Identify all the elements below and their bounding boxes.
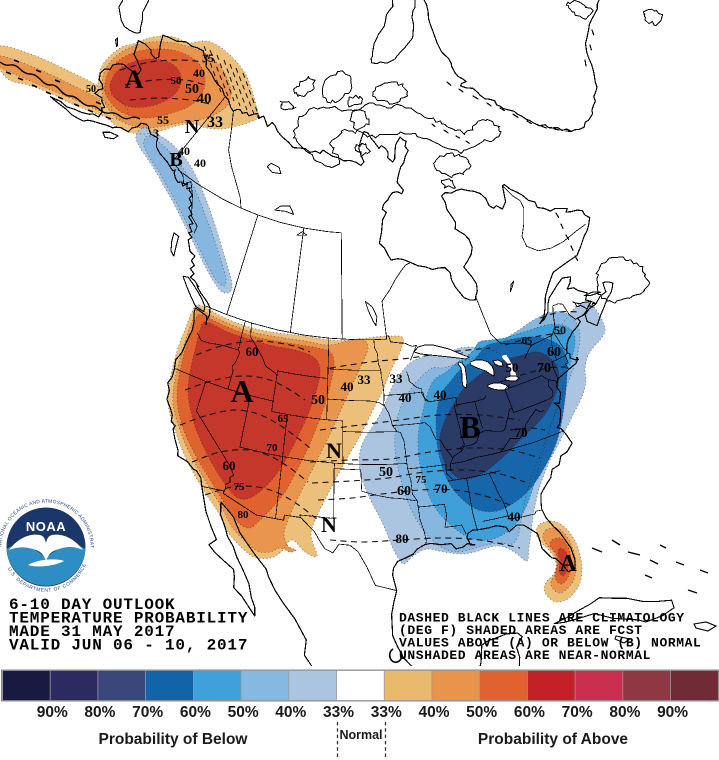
svg-text:NOAA: NOAA — [26, 519, 66, 534]
svg-text:50: 50 — [171, 75, 183, 87]
svg-text:33%: 33% — [323, 704, 354, 721]
svg-text:UNSHADED AREAS ARE NEAR-NORMAL: UNSHADED AREAS ARE NEAR-NORMAL — [399, 648, 651, 663]
svg-text:Probability of Above: Probability of Above — [478, 731, 629, 748]
svg-text:Probability of Below: Probability of Below — [99, 731, 249, 748]
svg-text:VALID JUN 06 - 10, 2017: VALID JUN 06 - 10, 2017 — [9, 637, 248, 655]
svg-text:A: A — [230, 373, 253, 409]
svg-text:MADE 31 MAY 2017: MADE 31 MAY 2017 — [9, 623, 175, 641]
svg-text:70: 70 — [537, 361, 551, 376]
svg-text:50: 50 — [379, 465, 393, 480]
svg-text:40: 40 — [508, 509, 521, 524]
svg-text:50: 50 — [554, 323, 566, 337]
svg-text:65: 65 — [278, 413, 290, 425]
svg-text:60: 60 — [246, 344, 259, 359]
svg-text:N: N — [185, 116, 200, 138]
svg-text:75: 75 — [416, 474, 428, 486]
svg-text:35: 35 — [202, 51, 214, 65]
svg-text:33: 33 — [390, 371, 404, 386]
svg-text:60: 60 — [397, 484, 411, 499]
svg-text:60%: 60% — [514, 704, 545, 721]
svg-text:50: 50 — [506, 360, 519, 375]
svg-text:50%: 50% — [466, 704, 497, 721]
svg-text:50: 50 — [311, 393, 325, 408]
svg-text:65: 65 — [522, 335, 534, 347]
svg-text:40: 40 — [399, 390, 412, 405]
svg-text:80%: 80% — [609, 704, 640, 721]
svg-text:40%: 40% — [418, 704, 449, 721]
svg-text:50%: 50% — [228, 704, 259, 721]
svg-text:50: 50 — [185, 82, 199, 97]
svg-text:40: 40 — [197, 91, 212, 107]
svg-text:N: N — [321, 512, 337, 537]
svg-text:70%: 70% — [562, 704, 593, 721]
svg-text:80: 80 — [396, 531, 409, 546]
svg-text:B: B — [459, 409, 480, 445]
svg-text:3: 3 — [153, 126, 159, 140]
svg-text:40: 40 — [194, 156, 206, 170]
svg-text:55: 55 — [157, 113, 169, 127]
svg-text:70: 70 — [267, 442, 279, 454]
svg-text:40: 40 — [178, 144, 190, 158]
svg-text:Normal: Normal — [339, 728, 382, 742]
svg-text:60%: 60% — [180, 704, 211, 721]
svg-text:70%: 70% — [132, 704, 163, 721]
svg-text:N: N — [326, 438, 342, 463]
svg-text:A: A — [125, 65, 144, 94]
svg-text:80: 80 — [238, 509, 250, 521]
svg-text:60: 60 — [223, 458, 236, 473]
svg-text:90%: 90% — [657, 704, 688, 721]
svg-text:90%: 90% — [37, 704, 68, 721]
svg-text:40: 40 — [434, 387, 447, 402]
svg-text:33%: 33% — [371, 704, 402, 721]
svg-text:40%: 40% — [275, 704, 306, 721]
svg-text:40: 40 — [193, 66, 205, 80]
svg-text:80%: 80% — [84, 704, 115, 721]
svg-text:75: 75 — [234, 481, 246, 493]
svg-text:TEMPERATURE PROBABILITY: TEMPERATURE PROBABILITY — [9, 610, 248, 628]
svg-text:A: A — [559, 551, 577, 577]
svg-text:B: B — [169, 149, 182, 171]
svg-text:DASHED BLACK LINES ARE CLIMATO: DASHED BLACK LINES ARE CLIMATOLOGY — [399, 611, 685, 626]
svg-text:(DEG F) SHADED AREAS ARE FCST: (DEG F) SHADED AREAS ARE FCST — [399, 623, 643, 638]
svg-text:40: 40 — [341, 379, 354, 394]
svg-text:70: 70 — [435, 481, 448, 496]
svg-text:70: 70 — [515, 425, 528, 440]
svg-text:33: 33 — [207, 114, 223, 131]
svg-text:6-10 DAY OUTLOOK: 6-10 DAY OUTLOOK — [9, 596, 175, 614]
svg-text:50: 50 — [86, 84, 96, 95]
svg-text:60: 60 — [547, 345, 561, 360]
svg-text:33: 33 — [358, 372, 372, 387]
svg-text:VALUES ABOVE (A) OR BELOW (B): VALUES ABOVE (A) OR BELOW (B) NORMAL — [399, 636, 701, 651]
